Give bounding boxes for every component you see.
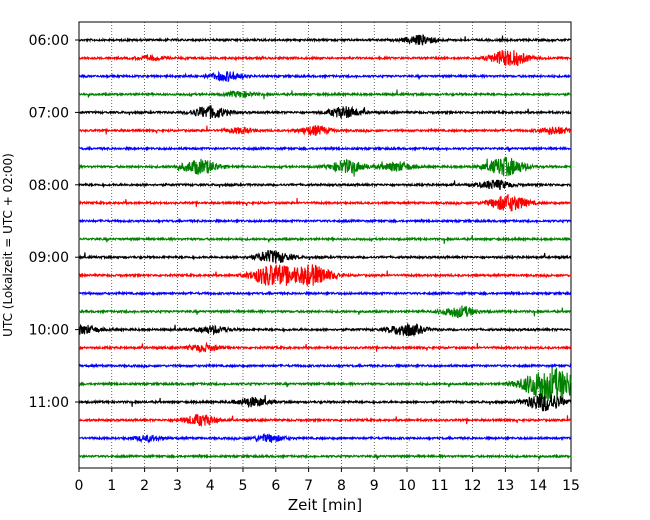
x-axis-label: Zeit [min] [288,496,362,514]
x-tick-label: 4 [206,478,215,494]
x-tick-label: 2 [140,478,149,494]
trace-line [78,89,572,100]
seismic-traces [78,34,572,460]
trace-line [78,290,572,297]
trace-line [78,264,572,287]
x-axis-ticks: 0 1 2 3 4 5 6 7 8 9 10 11 12 13 14 15 [75,468,580,494]
y-tick-label: 10:00 [29,323,69,339]
y-tick-label: 11:00 [29,395,69,411]
trace-line [78,341,572,353]
x-tick-label: 7 [304,478,313,494]
trace-line [78,235,572,244]
x-tick-label: 11 [431,478,449,494]
trace-line [78,453,572,460]
x-tick-label: 3 [173,478,182,494]
trace-line [78,414,572,428]
x-tick-label: 12 [464,478,482,494]
x-tick-label: 13 [496,478,514,494]
y-tick-label: 06:00 [29,33,69,49]
y-tick-label: 09:00 [29,250,69,266]
trace-line [78,179,572,190]
x-tick-label: 14 [529,478,547,494]
x-tick-label: 5 [239,478,248,494]
trace-line [78,105,572,120]
x-tick-label: 10 [398,478,416,494]
x-tick-label: 1 [107,478,116,494]
trace-line [78,156,572,177]
trace-line [78,367,572,402]
trace-line [78,362,572,370]
grid-lines [111,22,539,468]
x-tick-label: 6 [271,478,280,494]
x-tick-label: 0 [75,478,84,494]
trace-line [78,145,572,152]
trace-line [78,194,572,212]
trace-line [78,393,572,412]
trace-line [78,125,572,136]
x-tick-label: 9 [370,478,379,494]
y-axis-label: UTC (Lokalzeit = UTC + 02:00) [1,153,15,337]
trace-line [78,249,572,264]
trace-line [78,305,572,319]
trace-line [78,433,572,444]
y-tick-label: 08:00 [29,178,69,194]
y-axis-ticks: 06:00 07:00 08:00 09:00 10:00 11:00 [29,33,79,411]
trace-line [78,217,572,225]
trace-line [78,50,572,67]
trace-line [78,34,572,46]
trace-line [78,70,572,82]
x-tick-label: 15 [562,478,580,494]
y-tick-label: 07:00 [29,105,69,121]
plot-frame [78,21,572,469]
x-tick-label: 8 [337,478,346,494]
trace-line [78,323,572,338]
